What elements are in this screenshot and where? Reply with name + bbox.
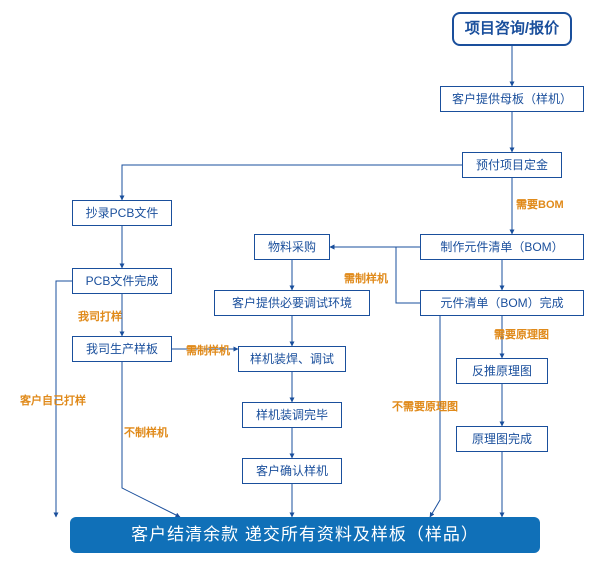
node-n_dep: 预付项目定金	[462, 152, 562, 178]
node-n_bomf: 元件清单（BOM）完成	[420, 290, 584, 316]
edge-label: 客户自己打样	[20, 392, 86, 408]
node-n_bom: 制作元件清单（BOM）	[420, 234, 584, 260]
node-n_rev: 反推原理图	[456, 358, 548, 384]
node-start: 项目咨询/报价	[452, 12, 572, 46]
node-label: 原理图完成	[472, 432, 532, 446]
node-label: 项目咨询/报价	[465, 20, 559, 38]
node-n_env: 客户提供必要调试环境	[214, 290, 370, 316]
edge-label: 需制样机	[186, 342, 230, 358]
node-n_asm: 样机装焊、调试	[238, 346, 346, 372]
edge-label: 需要BOM	[516, 196, 564, 212]
node-label: PCB文件完成	[86, 274, 159, 288]
node-n_prod: 我司生产样板	[72, 336, 172, 362]
node-label: 我司生产样板	[86, 342, 158, 356]
edge	[122, 165, 462, 200]
node-label: 客户提供必要调试环境	[232, 296, 352, 310]
node-n_pcbf: PCB文件完成	[72, 268, 172, 294]
node-n_done: 样机装调完毕	[242, 402, 342, 428]
edge-label: 不需要原理图	[392, 398, 458, 414]
node-label: 元件清单（BOM）完成	[440, 296, 563, 310]
node-label: 反推原理图	[472, 364, 532, 378]
edge-label: 我司打样	[78, 308, 122, 324]
node-label: 抄录PCB文件	[86, 206, 159, 220]
node-label: 制作元件清单（BOM）	[440, 240, 563, 254]
node-n_buy: 物料采购	[254, 234, 330, 260]
node-n_conf: 客户确认样机	[242, 458, 342, 484]
node-n_sch: 原理图完成	[456, 426, 548, 452]
flowchart-canvas: 项目咨询/报价客户提供母板（样机） 预付项目定金抄录PCB文件 PCB文件完成我司生…	[0, 0, 600, 563]
node-label: 客户确认样机	[256, 464, 328, 478]
edge-label: 需制样机	[344, 270, 388, 286]
node-label: 客户提供母板（样机）	[452, 92, 572, 106]
node-end: 客户结清余款 递交所有资料及样板（样品）	[70, 517, 540, 553]
node-label: 样机装焊、调试	[250, 352, 334, 366]
node-label: 物料采购	[268, 240, 316, 254]
edge-label: 不制样机	[124, 424, 168, 440]
node-n_pcb: 抄录PCB文件	[72, 200, 172, 226]
node-label: 客户结清余款 递交所有资料及样板（样品）	[131, 525, 479, 545]
node-n_mb: 客户提供母板（样机）	[440, 86, 584, 112]
node-label: 预付项目定金	[476, 158, 548, 172]
edge-label: 需要原理图	[494, 326, 549, 342]
node-label: 样机装调完毕	[256, 408, 328, 422]
